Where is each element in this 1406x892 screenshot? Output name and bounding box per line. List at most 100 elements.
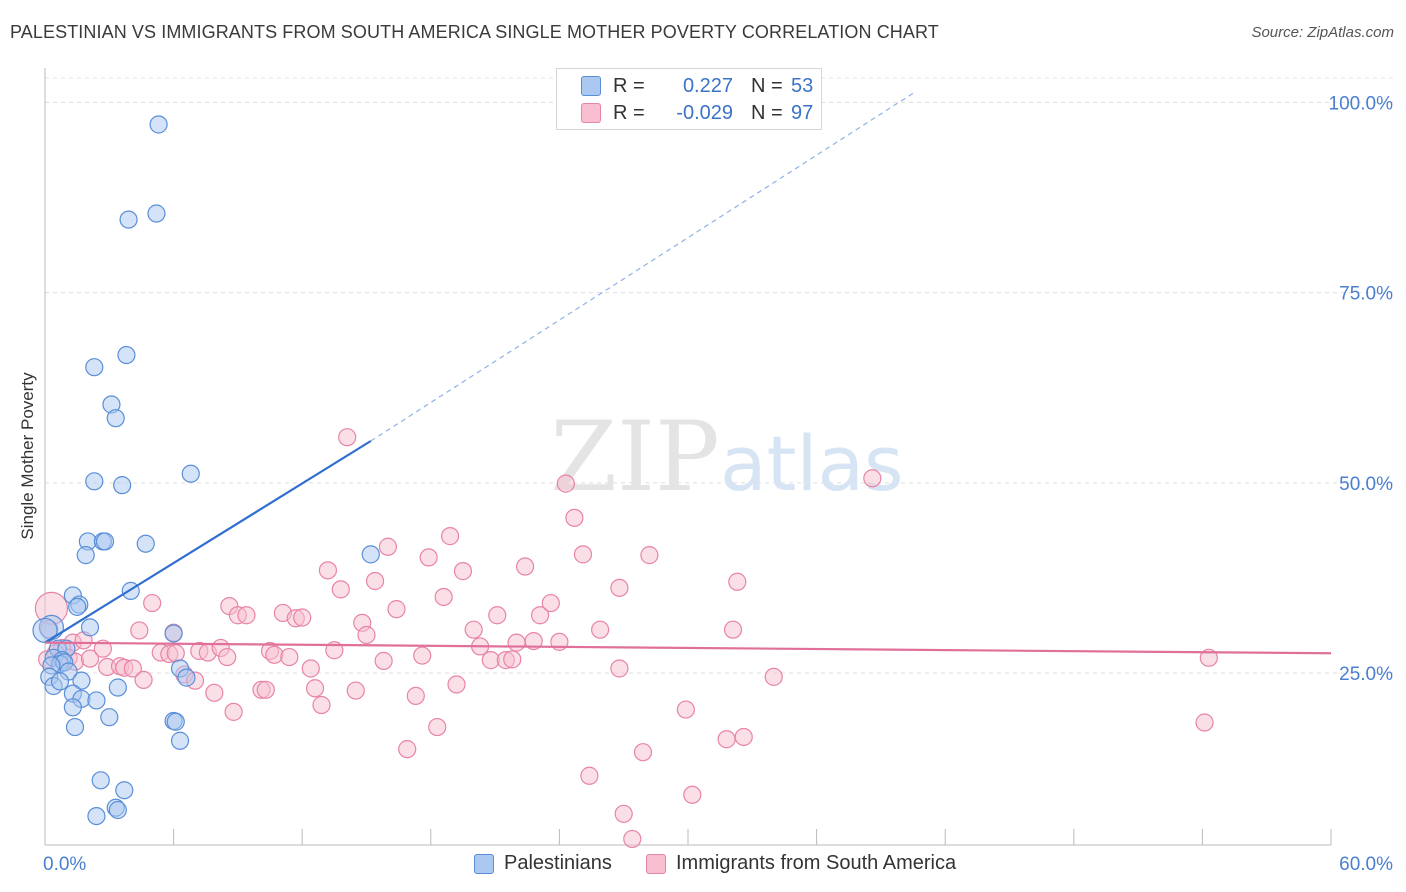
legend-n-value: 97 — [791, 101, 814, 124]
point-immigrants — [130, 621, 149, 640]
legend-swatch-palestinians — [581, 76, 601, 96]
point-palestinians — [91, 771, 110, 790]
point-palestinians — [108, 800, 127, 820]
point-palestinians — [72, 671, 91, 690]
trend-lines — [44, 92, 1332, 655]
point-immigrants — [434, 587, 453, 607]
point-immigrants — [573, 545, 593, 564]
tick-labels: 100.0% 75.0% 50.0% 25.0% 0.0% 60.0% — [43, 93, 1393, 875]
legend-r-label: R = — [613, 101, 645, 124]
point-palestinians — [177, 668, 196, 687]
legend-r-value: 0.227 — [682, 74, 733, 97]
point-immigrants — [488, 606, 507, 625]
axes — [44, 68, 1332, 846]
point-immigrants — [256, 680, 275, 699]
point-immigrants — [218, 647, 237, 667]
point-immigrants — [406, 686, 425, 705]
point-immigrants — [640, 546, 659, 565]
point-immigrants — [1199, 648, 1218, 667]
point-palestinians — [80, 618, 100, 637]
point-immigrants — [610, 578, 629, 597]
point-palestinians — [136, 534, 155, 553]
x-tick-label: 0.0% — [43, 854, 86, 875]
legend-r-label: R = — [613, 74, 645, 97]
point-palestinians — [108, 678, 127, 697]
watermark-atlas: atlas — [720, 419, 904, 508]
point-immigrants — [734, 727, 753, 747]
point-immigrants — [633, 743, 653, 762]
point-palestinians — [85, 358, 104, 377]
point-immigrants — [205, 683, 224, 702]
point-palestinians — [113, 476, 132, 495]
point-immigrants — [524, 631, 543, 651]
point-palestinians — [164, 624, 183, 643]
point-palestinians — [166, 712, 185, 731]
point-immigrants — [863, 469, 882, 488]
x-tick-label: 60.0% — [1339, 854, 1393, 875]
point-immigrants — [723, 620, 743, 639]
legend-swatch-immigrants — [581, 103, 601, 123]
point-palestinians — [361, 545, 380, 564]
point-immigrants — [580, 766, 599, 785]
chart-title: PALESTINIAN VS IMMIGRANTS FROM SOUTH AME… — [10, 22, 939, 42]
y-tick-label: 75.0% — [1339, 284, 1393, 305]
point-palestinians — [106, 409, 125, 428]
point-immigrants — [623, 829, 642, 849]
point-immigrants — [683, 785, 702, 804]
point-immigrants — [464, 620, 483, 639]
legend-swatch-palestinians — [474, 853, 494, 874]
point-palestinians — [87, 691, 106, 710]
point-immigrants — [378, 537, 398, 556]
point-immigrants — [134, 670, 153, 690]
point-immigrants — [143, 593, 162, 613]
point-immigrants — [516, 557, 535, 576]
point-immigrants — [447, 675, 466, 694]
correlation-legend: R = 0.227 N = 53 R = -0.029 N = 97 — [556, 68, 822, 130]
legend-item-immigrants[interactable]: Immigrants from South America — [646, 852, 956, 875]
point-immigrants — [280, 647, 299, 667]
point-immigrants — [80, 649, 100, 668]
point-palestinians — [87, 806, 106, 826]
point-immigrants — [346, 681, 365, 700]
point-palestinians — [147, 204, 166, 223]
series-legend: Palestinians Immigrants from South Ameri… — [0, 852, 1406, 876]
point-immigrants — [331, 580, 350, 599]
point-immigrants — [387, 600, 406, 619]
point-immigrants — [338, 428, 357, 447]
watermark-zip: ZIP — [550, 401, 719, 513]
point-immigrants — [398, 740, 417, 759]
legend-swatch-immigrants — [646, 853, 666, 874]
point-immigrants — [717, 730, 736, 749]
point-palestinians — [115, 781, 134, 800]
point-immigrants — [265, 645, 284, 664]
point-palestinians — [170, 731, 190, 750]
point-palestinians — [76, 546, 95, 565]
point-immigrants — [453, 562, 473, 581]
legend-n-value: 53 — [791, 74, 814, 97]
point-immigrants — [614, 804, 633, 823]
point-immigrants — [503, 650, 522, 669]
source-label: Source: ZipAtlas.com — [1251, 24, 1394, 41]
point-immigrants — [123, 659, 142, 678]
trend-line-immigrants — [44, 641, 1332, 655]
point-immigrants — [318, 561, 338, 580]
point-immigrants — [413, 646, 432, 665]
point-immigrants — [166, 644, 185, 663]
point-immigrants — [728, 572, 747, 591]
point-immigrants — [531, 606, 550, 625]
point-palestinians — [117, 345, 136, 365]
point-palestinians — [100, 708, 119, 727]
point-palestinians — [32, 617, 58, 644]
point-immigrants — [1195, 713, 1214, 732]
point-immigrants — [224, 702, 243, 721]
legend-row-immigrants: R = -0.029 N = 97 — [581, 101, 813, 125]
legend-item-palestinians[interactable]: Palestinians — [474, 852, 612, 875]
point-palestinians — [181, 464, 200, 483]
point-immigrants — [357, 625, 376, 645]
point-immigrants — [365, 571, 385, 591]
trend-line-palestinians — [44, 440, 372, 644]
point-palestinians — [119, 210, 138, 229]
series-palestinians-points — [32, 115, 380, 826]
legend-label-palestinians: Palestinians — [504, 852, 612, 874]
legend-n-label: N = — [751, 101, 783, 124]
